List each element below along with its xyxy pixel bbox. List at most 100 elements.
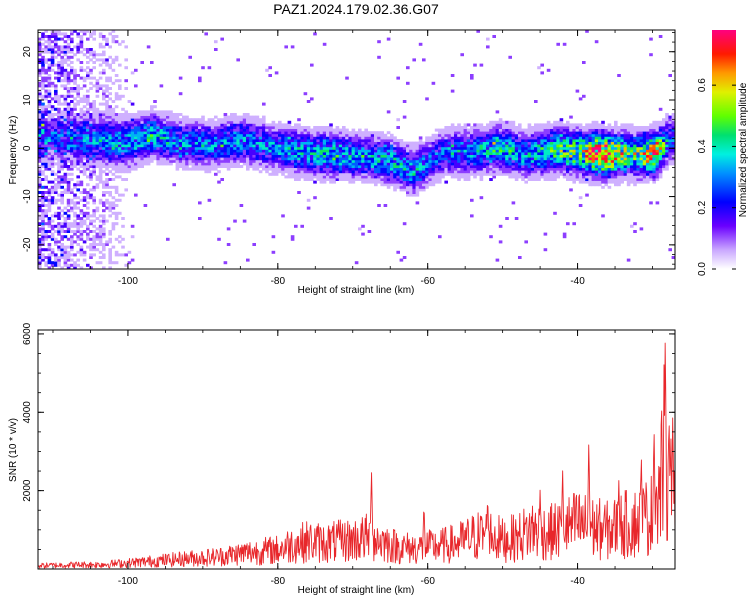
heatmap-cell <box>498 123 503 127</box>
heatmap-cell <box>146 113 151 116</box>
heatmap-cell <box>498 133 503 137</box>
heatmap-cell <box>562 162 567 166</box>
heatmap-cell <box>598 139 602 142</box>
heatmap-cell <box>614 170 618 174</box>
heatmap-cell <box>108 154 112 158</box>
heatmap-cell <box>354 165 359 168</box>
heatmap-cell <box>537 126 541 129</box>
heatmap-cell <box>54 237 58 241</box>
heatmap-cell <box>95 113 100 116</box>
heatmap-cell <box>89 222 93 226</box>
heatmap-cell <box>492 175 496 179</box>
heatmap-cell <box>226 123 231 127</box>
heatmap-cell <box>105 149 109 153</box>
heatmap-cell <box>527 141 532 145</box>
heatmap-cell <box>287 149 292 153</box>
heatmap-cell <box>60 159 64 163</box>
heatmap-cell <box>76 115 80 119</box>
heatmap-cell <box>220 146 224 150</box>
heatmap-cell <box>166 141 170 145</box>
heatmap-cell <box>220 128 224 132</box>
heatmap-cell <box>255 131 260 135</box>
heatmap-cell <box>591 144 596 148</box>
heatmap-cell <box>521 144 525 148</box>
heatmap-cell <box>447 146 452 150</box>
heatmap-cell <box>466 162 471 166</box>
heatmap-cell <box>326 162 330 166</box>
heatmap-cell <box>332 175 336 179</box>
heatmap-cell <box>102 131 106 135</box>
heatmap-cell <box>95 136 100 140</box>
heatmap-cell <box>412 146 416 150</box>
heatmap-cell <box>553 178 557 181</box>
heatmap-cell <box>214 131 218 135</box>
heatmap-cell <box>396 185 400 189</box>
heatmap-cell <box>95 131 100 135</box>
heatmap-cell <box>82 167 87 171</box>
heatmap-cell <box>396 159 400 163</box>
heatmap-cell <box>553 128 557 132</box>
heatmap-cell <box>396 118 400 122</box>
heatmap-cell <box>82 123 87 127</box>
heatmap-cell <box>60 253 64 257</box>
heatmap-cell <box>172 131 176 135</box>
heatmap-cell <box>194 159 199 163</box>
heatmap-cell <box>345 172 349 176</box>
heatmap-cell <box>431 141 436 145</box>
heatmap-cell <box>124 66 128 70</box>
heatmap-cell <box>41 107 45 111</box>
heatmap-cell <box>50 118 55 122</box>
heatmap-cell <box>338 165 343 168</box>
heatmap-cell <box>454 152 458 155</box>
heatmap-cell <box>377 154 381 158</box>
heatmap-cell <box>287 126 292 129</box>
heatmap-cell <box>438 162 442 166</box>
heatmap-cell <box>409 193 413 197</box>
heatmap-cell <box>54 100 58 103</box>
heatmap-cell <box>57 185 61 189</box>
heatmap-cell <box>310 149 314 153</box>
heatmap-cell <box>460 139 464 142</box>
heatmap-cell <box>86 206 90 210</box>
heatmap-cell <box>489 133 493 137</box>
heatmap-cell <box>79 159 84 163</box>
heatmap-cell <box>102 232 106 236</box>
heatmap-cell <box>588 183 592 187</box>
heatmap-cell <box>41 191 45 194</box>
heatmap-cell <box>63 123 68 127</box>
heatmap-cell <box>505 172 509 176</box>
heatmap-cell <box>562 235 567 239</box>
heatmap-cell <box>114 214 119 218</box>
heatmap-cell <box>383 180 388 184</box>
heatmap-cell <box>162 136 167 140</box>
heatmap-cell <box>146 141 151 145</box>
heatmap-cell <box>153 154 157 158</box>
heatmap-cell <box>578 97 583 101</box>
heatmap-cell <box>98 120 103 124</box>
heatmap-cell <box>223 149 228 153</box>
heatmap-cell <box>38 237 42 241</box>
heatmap-cell <box>604 159 608 163</box>
heatmap-cell <box>66 89 71 93</box>
heatmap-cell <box>601 165 605 168</box>
heatmap-cell <box>505 165 509 168</box>
heatmap-cell <box>623 162 628 166</box>
heatmap-cell <box>409 159 413 163</box>
heatmap-cell <box>319 139 324 142</box>
heatmap-cell <box>86 76 90 80</box>
heatmap-cell <box>60 110 64 114</box>
heatmap-cell <box>102 157 106 161</box>
heatmap-cell <box>502 136 506 140</box>
heatmap-cell <box>425 165 429 168</box>
heatmap-cell <box>153 115 157 119</box>
heatmap-cell <box>38 240 42 244</box>
heatmap-cell <box>63 230 68 233</box>
heatmap-cell <box>162 110 167 114</box>
heatmap-cell <box>345 141 349 145</box>
heatmap-cell <box>47 113 52 116</box>
heatmap-cell <box>134 68 138 72</box>
heatmap-cell <box>530 126 535 129</box>
heatmap-cell <box>76 123 80 127</box>
heatmap-cell <box>354 154 359 158</box>
heatmap-cell <box>185 152 189 155</box>
